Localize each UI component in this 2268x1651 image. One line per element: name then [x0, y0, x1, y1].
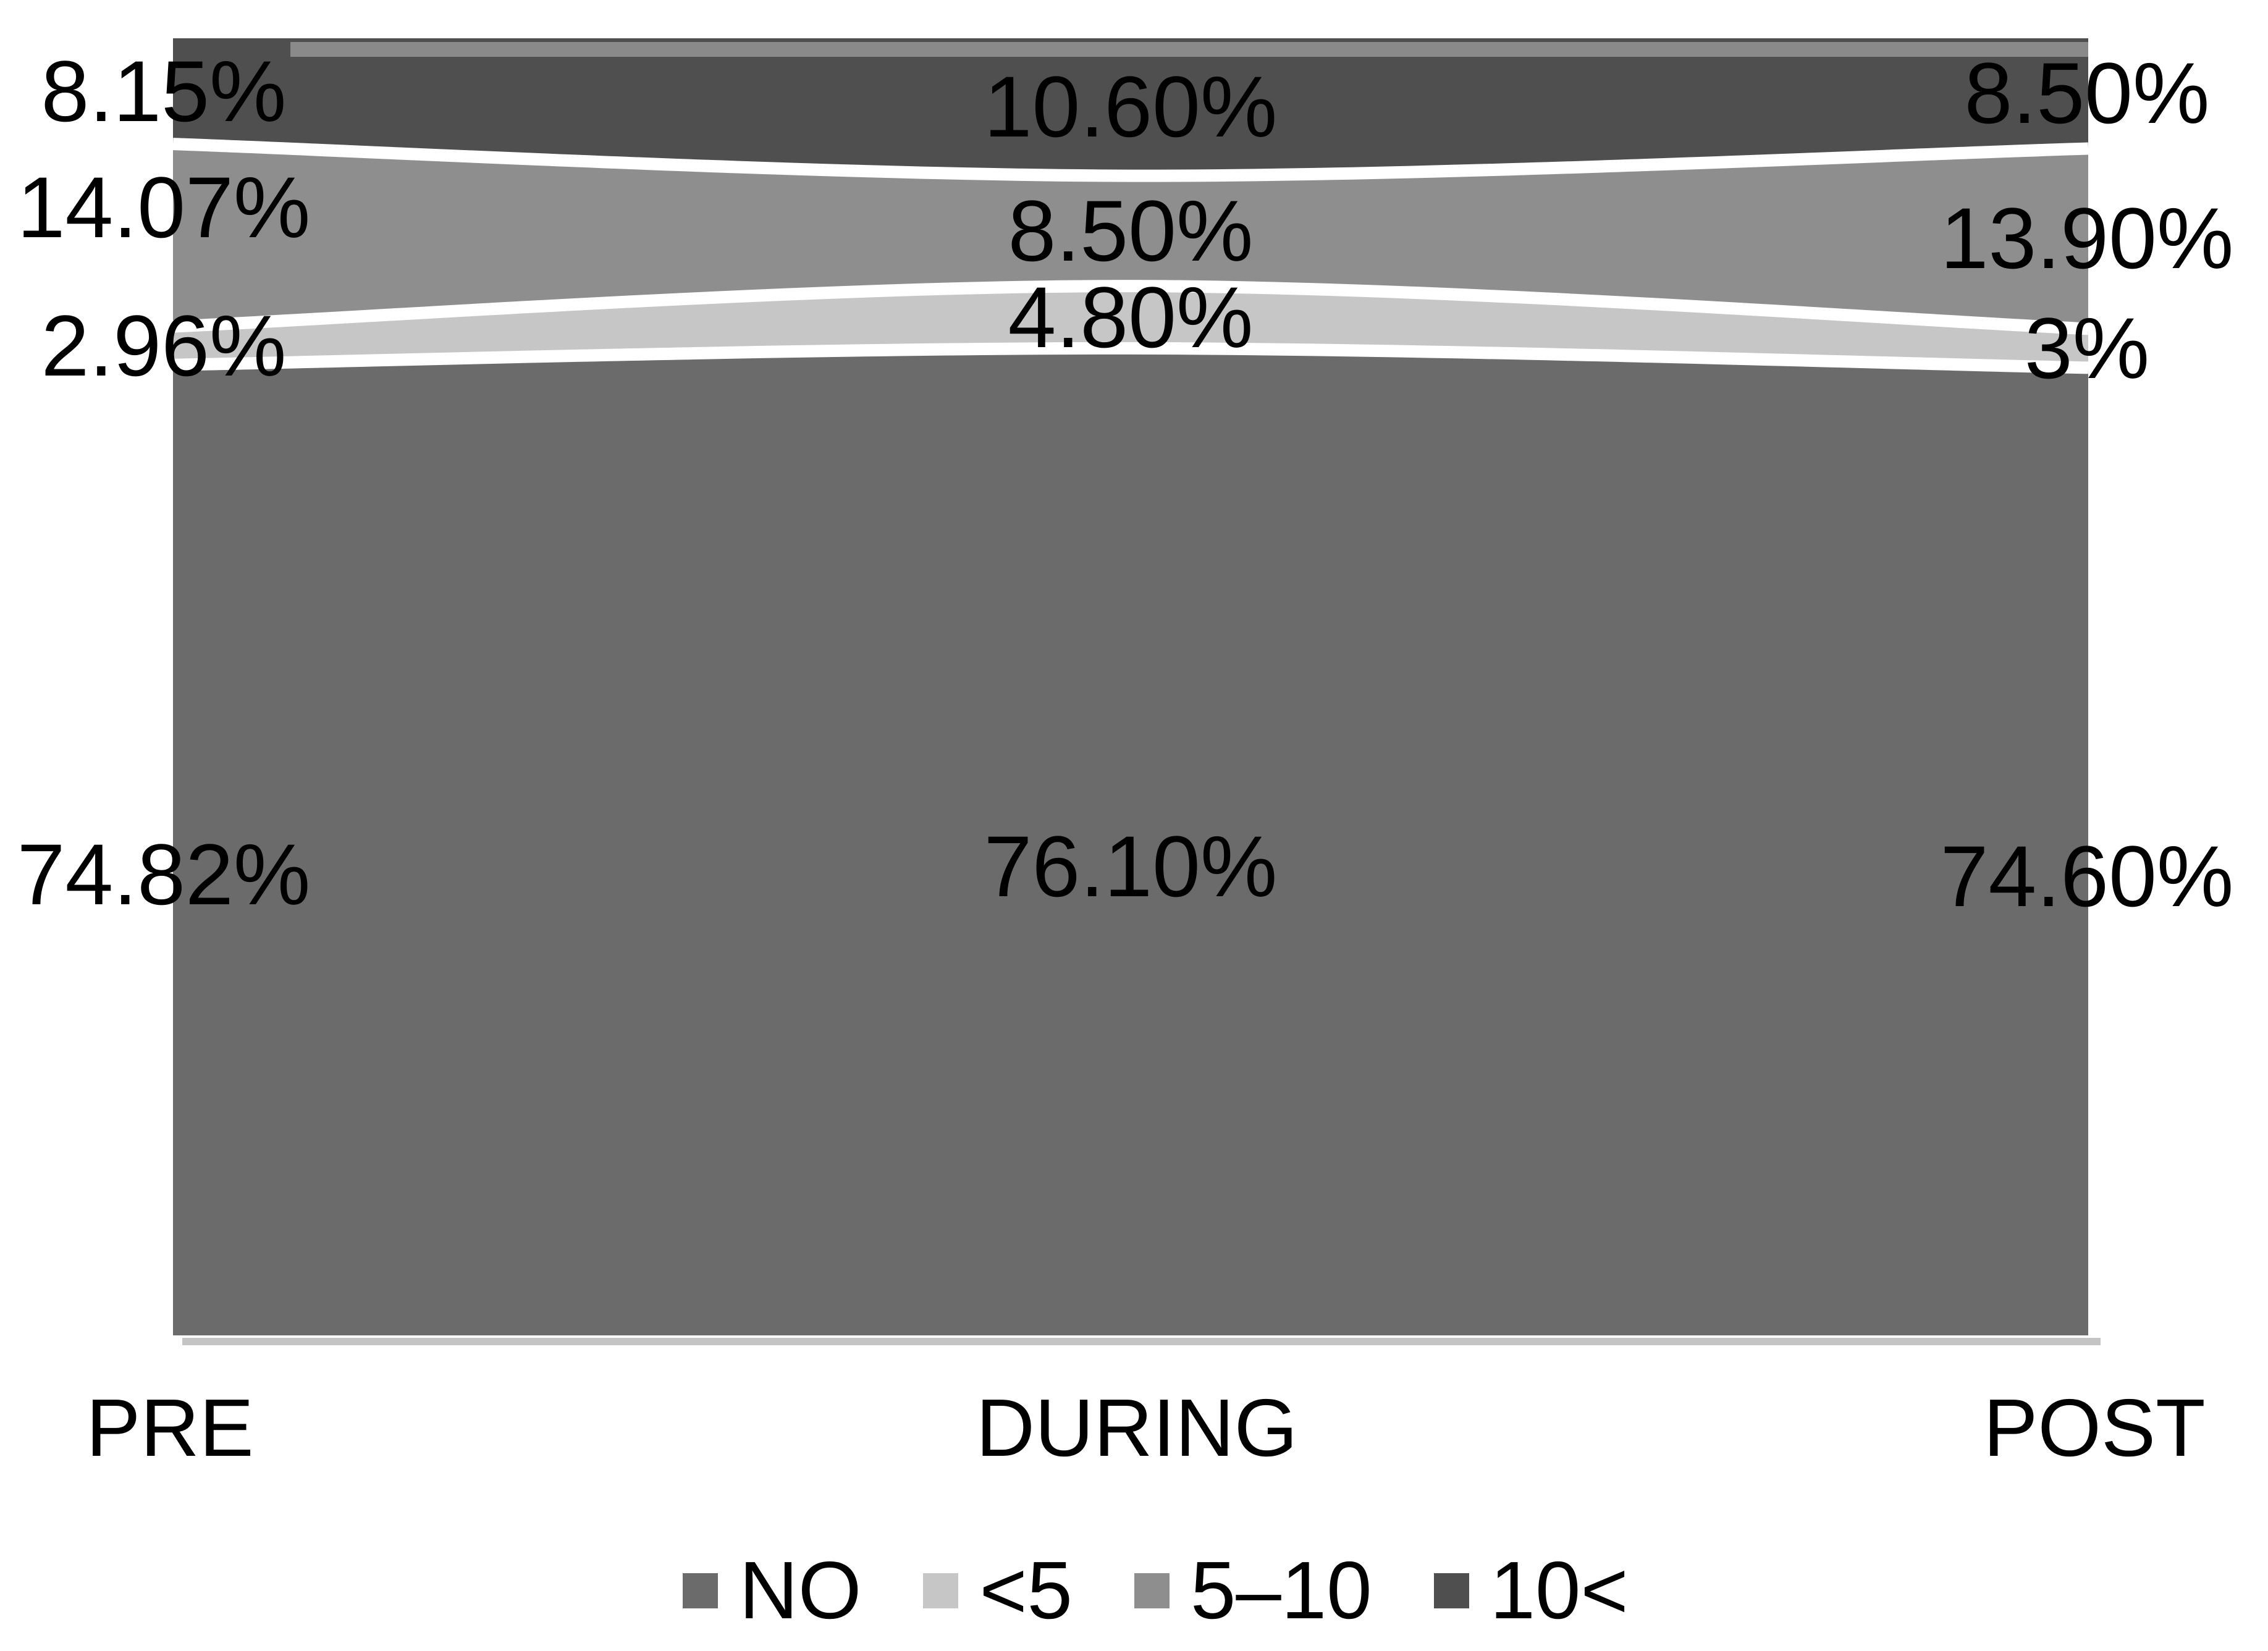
- data-label-NO-POST: 74.60%: [1940, 827, 2234, 925]
- legend-item-gt10: 10<: [1433, 1545, 1629, 1636]
- data-label-5–10-PRE: 14.07%: [17, 158, 311, 256]
- x-axis-label-post: POST: [1983, 1382, 2206, 1473]
- data-label-NO-DURING: 76.10%: [984, 817, 1278, 915]
- data-label-5–10-POST: 13.90%: [1940, 190, 2234, 287]
- data-label-NO-PRE: 74.82%: [17, 826, 311, 923]
- legend-swatch-5-10: [1134, 1573, 1170, 1608]
- data-label-10<-PRE: 8.15%: [41, 42, 287, 140]
- data-label-<5-PRE: 2.96%: [41, 296, 287, 394]
- legend-item-no: NO: [683, 1550, 861, 1631]
- legend-label-no: NO: [739, 1545, 862, 1636]
- data-label-10<-DURING: 10.60%: [984, 58, 1278, 156]
- band-area-10<: [173, 38, 2088, 176]
- data-label-<5-POST: 3%: [2024, 299, 2150, 397]
- band-separator-2: [172, 280, 2089, 335]
- legend-swatch-no: [683, 1573, 719, 1608]
- legend-label-lt5: <5: [979, 1545, 1073, 1636]
- data-label-<5-DURING: 4.80%: [1008, 268, 1254, 366]
- band-area-NO: [173, 348, 2088, 1335]
- x-axis-label-during: DURING: [976, 1382, 1298, 1473]
- legend-swatch-lt5: [923, 1573, 959, 1608]
- band-area-5–10: [173, 144, 2088, 329]
- legend-swatch-gt10: [1433, 1573, 1469, 1608]
- data-label-10<-POST: 8.50%: [1964, 44, 2210, 142]
- band-separator-3: [172, 342, 2089, 374]
- legend-label-gt10: 10<: [1490, 1545, 1629, 1636]
- legend-item-5-10: 5–10: [1134, 1550, 1372, 1631]
- legend: NO <5 5–10 10<: [0, 1541, 2268, 1640]
- legend-item-lt5: <5: [923, 1550, 1073, 1631]
- legend-label-5-10: 5–10: [1190, 1545, 1372, 1636]
- band-separator-1: [172, 138, 2089, 182]
- x-axis-label-pre: PRE: [86, 1382, 254, 1473]
- data-label-5–10-DURING: 8.50%: [1008, 182, 1254, 279]
